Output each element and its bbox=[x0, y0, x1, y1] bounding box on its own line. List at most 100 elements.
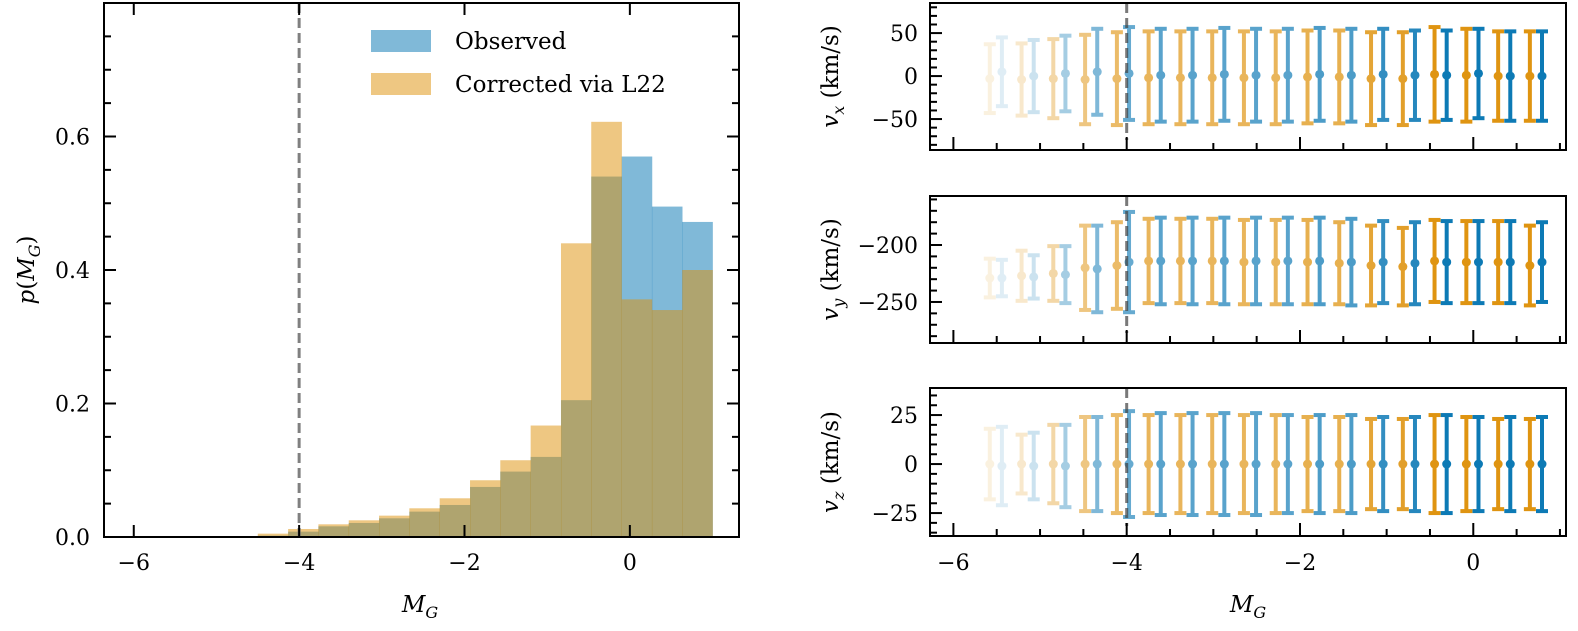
errorbar-point bbox=[1091, 415, 1104, 514]
label-subscript: G bbox=[1253, 603, 1266, 622]
errorbar-marker bbox=[1017, 459, 1027, 469]
errorbar-marker bbox=[1378, 459, 1388, 469]
errorbar-point bbox=[995, 257, 1008, 299]
panel-vz: 25 0 −25 vz (km/s) bbox=[818, 387, 1567, 537]
errorbar-point bbox=[1523, 29, 1536, 123]
errorbar-point bbox=[1250, 215, 1263, 307]
errorbar-marker bbox=[997, 67, 1007, 77]
errorbar-marker bbox=[1493, 71, 1503, 81]
series-observed bbox=[995, 209, 1548, 315]
errorbar-marker bbox=[1092, 459, 1102, 469]
errorbar-point bbox=[1523, 416, 1536, 512]
errorbar-point bbox=[1142, 413, 1155, 516]
label-paren: ) bbox=[14, 235, 40, 244]
errorbar-marker bbox=[1442, 459, 1452, 469]
errorbar-point bbox=[1186, 26, 1199, 124]
errorbar-marker bbox=[997, 273, 1007, 283]
errorbar-marker bbox=[1239, 257, 1249, 267]
errorbar-marker bbox=[1207, 256, 1217, 266]
errorbar-point bbox=[1174, 216, 1187, 306]
errorbar-point bbox=[1492, 416, 1505, 512]
errorbar-marker bbox=[1505, 459, 1515, 469]
errorbar-point bbox=[1154, 411, 1167, 518]
histogram-bar bbox=[591, 121, 622, 537]
histogram-bar bbox=[560, 243, 592, 538]
errorbar-point bbox=[1154, 215, 1167, 307]
histogram-bar bbox=[470, 480, 501, 537]
axes-frame bbox=[929, 195, 1567, 344]
y-axis-label: vx (km/s) bbox=[818, 25, 848, 128]
histogram-bar bbox=[621, 299, 653, 537]
errorbar-point bbox=[1079, 223, 1092, 312]
errorbar-marker bbox=[1410, 258, 1420, 268]
errorbar-point bbox=[1059, 244, 1072, 306]
errorbar-point bbox=[1269, 217, 1282, 307]
errorbar-point bbox=[1301, 217, 1314, 307]
errorbar-marker bbox=[1092, 264, 1102, 274]
errorbar-marker bbox=[1219, 69, 1229, 79]
errorbar-point bbox=[1218, 215, 1231, 307]
errorbar-marker bbox=[1430, 459, 1440, 469]
label-main: v bbox=[818, 308, 844, 321]
errorbar-marker bbox=[1029, 272, 1039, 282]
errorbar-marker bbox=[1315, 69, 1325, 79]
y-axis-label: vz (km/s) bbox=[818, 411, 848, 513]
errorbar-marker bbox=[1017, 75, 1027, 85]
errorbar-point bbox=[1110, 220, 1123, 311]
errorbar-point bbox=[1301, 415, 1314, 514]
errorbar-point bbox=[983, 256, 996, 300]
errorbar-point bbox=[1206, 216, 1219, 306]
errorbar-point bbox=[1345, 413, 1358, 516]
label-main: M bbox=[14, 256, 40, 282]
errorbar-marker bbox=[1303, 72, 1313, 82]
histogram-panel: −6 −4 −2 00.00.20.40.6MGp(MG)ObservedCorrec… bbox=[14, 2, 740, 622]
errorbar-marker bbox=[1525, 261, 1535, 271]
errorbar-point bbox=[1313, 215, 1326, 307]
errorbar-point bbox=[1123, 209, 1136, 315]
errorbar-marker bbox=[1219, 459, 1229, 469]
errorbar-point bbox=[1333, 220, 1346, 307]
errorbar-marker bbox=[1473, 459, 1483, 469]
errorbar-marker bbox=[1334, 459, 1344, 469]
errorbar-point bbox=[1408, 28, 1421, 122]
errorbar-point bbox=[1154, 26, 1167, 124]
errorbar-point bbox=[1408, 220, 1421, 307]
x-tick-label: 0 bbox=[1466, 551, 1480, 576]
errorbar-marker bbox=[1505, 257, 1515, 267]
errorbar-point bbox=[1174, 413, 1187, 516]
y-tick-label: 0.6 bbox=[55, 126, 90, 151]
errorbar-point bbox=[1059, 33, 1072, 114]
errorbar-marker bbox=[1315, 459, 1325, 469]
errorbar-marker bbox=[1092, 67, 1102, 77]
series-observed bbox=[995, 25, 1548, 124]
errorbar-point bbox=[1472, 415, 1485, 514]
series-corrected bbox=[983, 216, 1536, 312]
errorbar-point bbox=[1047, 422, 1060, 506]
errorbar-point bbox=[1523, 223, 1536, 308]
errorbar-marker bbox=[1080, 75, 1090, 85]
label-units: (km/s) bbox=[818, 25, 844, 106]
errorbar-point bbox=[995, 424, 1008, 508]
errorbar-marker bbox=[1271, 73, 1281, 83]
errorbar-marker bbox=[1378, 69, 1388, 79]
errorbar-point bbox=[1091, 26, 1104, 117]
errorbar-marker bbox=[1410, 70, 1420, 80]
x-axis-label: MG bbox=[1229, 592, 1267, 622]
errorbar-point bbox=[1123, 25, 1136, 122]
errorbar-point bbox=[1396, 416, 1409, 512]
label-units: (km/s) bbox=[818, 218, 844, 299]
legend-label: Corrected via L22 bbox=[455, 72, 666, 98]
errorbar-point bbox=[1047, 244, 1060, 303]
label-subscript: y bbox=[829, 298, 848, 309]
errorbar-point bbox=[1218, 25, 1231, 123]
errorbar-marker bbox=[1334, 258, 1344, 268]
errorbar-marker bbox=[1366, 459, 1376, 469]
label-main: M bbox=[401, 592, 427, 618]
axes-frame bbox=[929, 387, 1567, 537]
errorbar-marker bbox=[1398, 459, 1408, 469]
series-corrected bbox=[227, 121, 713, 538]
x-tick-label: −6 bbox=[118, 551, 150, 576]
y-tick-label: 50 bbox=[890, 22, 918, 47]
errorbar-marker bbox=[1060, 270, 1070, 280]
